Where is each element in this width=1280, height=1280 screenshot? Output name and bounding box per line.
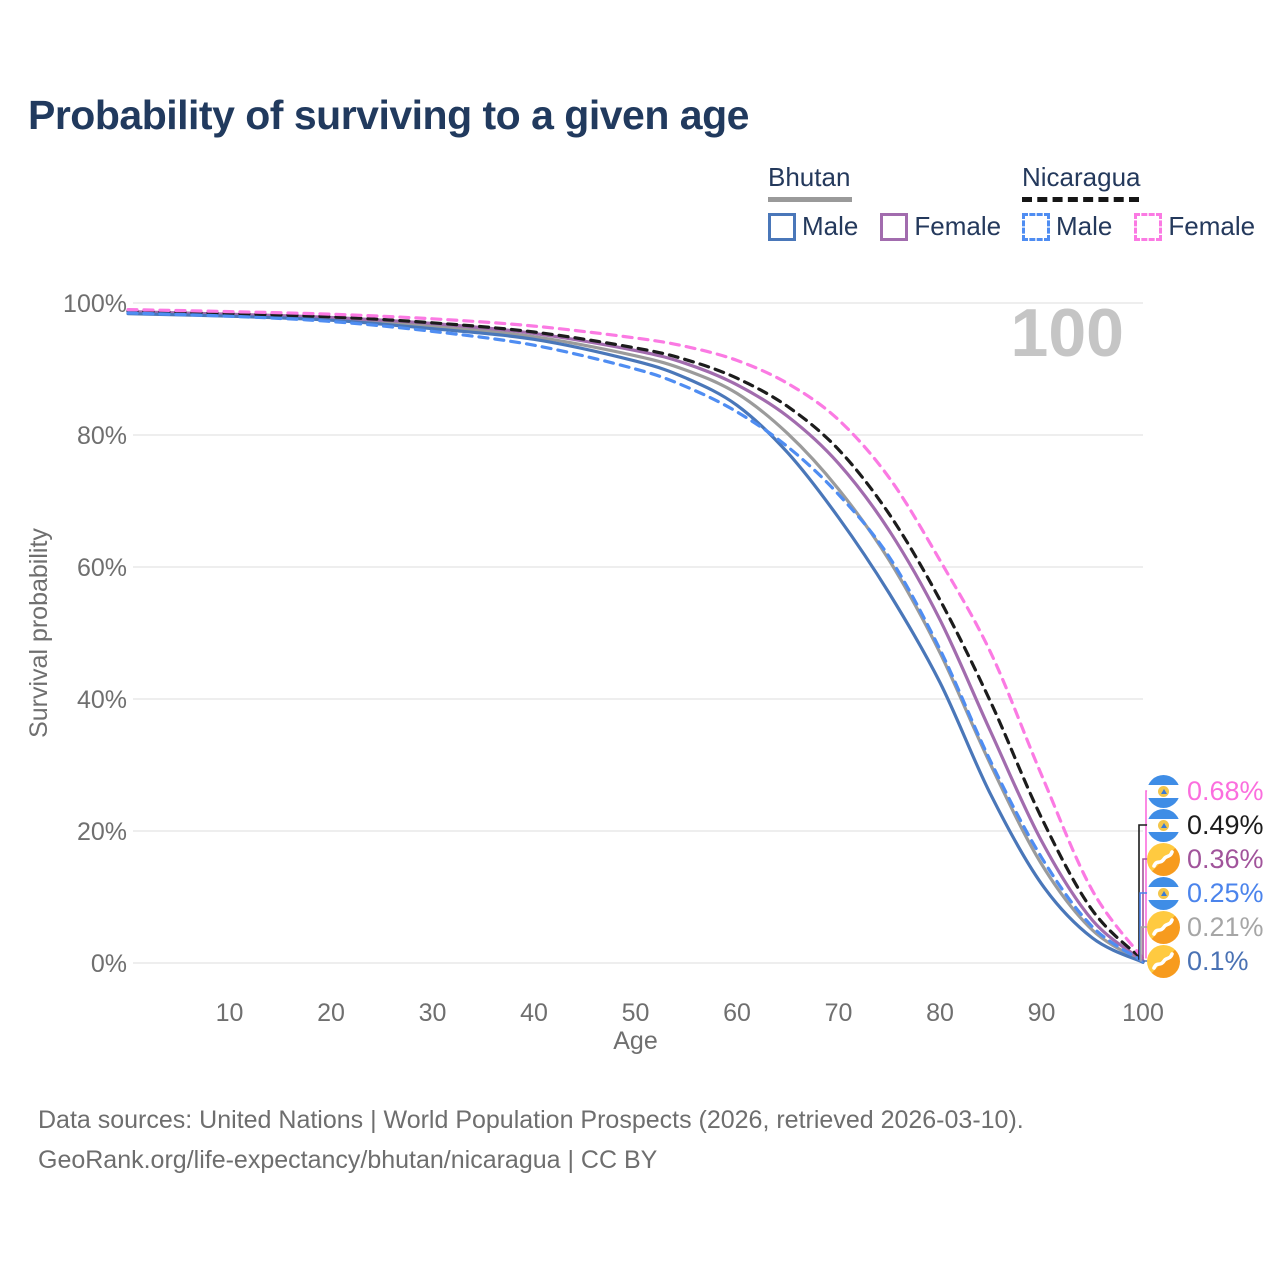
plot-watermark-100: 100 [1010,295,1124,371]
x-axis-title: Age [613,1027,657,1055]
y-axis-title: Survival probability [25,528,53,738]
legend-label-nicaragua-male: Male [1056,211,1113,241]
curve-nicaragua-male [126,311,1145,963]
end-label-connector [1140,926,1148,962]
legend-label-bhutan-female: Female [914,211,1002,241]
curve-bhutan-female [126,310,1145,963]
legend-underline-nicaragua [1022,197,1139,202]
bhutan-dragon [1152,849,1174,868]
x-tick-label: 20 [317,999,345,1027]
footer-data-sources: Data sources: United Nations | World Pop… [38,1106,1024,1134]
y-tick-label: 60% [77,554,127,582]
swatch-nicaragua-female [1134,212,1163,241]
footer-attribution: GeoRank.org/life-expectancy/bhutan/nicar… [38,1146,658,1174]
bhutan-flag-icon [1147,910,1180,944]
end-label-row: 0.1% [1147,944,1249,978]
legend-label-nicaragua-female: Female [1168,211,1256,241]
y-tick-label: 40% [77,686,127,714]
legend-group-nicaragua: Nicaragua Male Female [1022,162,1269,242]
end-label-row: 0.25% [1147,876,1264,910]
end-label-value: 0.49% [1187,809,1264,840]
bhutan-flag-icon [1147,842,1180,876]
end-label-row: 0.49% [1147,808,1264,842]
end-label-connector [1143,960,1148,963]
swatch-bhutan-female [880,212,909,241]
bhutan-flag-icon [1147,944,1180,978]
legend-underline-bhutan [768,197,852,202]
curve-nicaragua-female [126,308,1145,961]
legend-item-nicaragua-male: Male [1022,211,1112,242]
x-tick-label: 70 [825,999,853,1027]
curve-bhutan-total [126,310,1145,964]
bhutan-dragon [1152,917,1174,936]
end-label-value: 0.68% [1187,775,1264,806]
nicaragua-flag-icon [1147,774,1180,808]
y-tick-label: 20% [77,818,127,846]
y-tick-label: 0% [91,950,127,978]
curve-bhutan-male [126,312,1145,964]
end-label-row: 0.68% [1147,774,1264,808]
x-tick-label: 60 [723,999,751,1027]
nicaragua-emblem [1158,785,1169,797]
chart-title: Probability of surviving to a given age [28,92,749,138]
x-tick-label: 10 [216,999,244,1027]
legend-item-bhutan-female: Female [880,211,1001,242]
legend-item-nicaragua-female: Female [1134,211,1255,242]
end-label-value: 0.1% [1187,945,1249,976]
nicaragua-flag-icon [1147,808,1180,842]
end-label-row: 0.21% [1147,910,1264,944]
nicaragua-emblem [1158,887,1169,899]
x-tick-label: 30 [419,999,447,1027]
bhutan-dragon [1152,951,1174,970]
swatch-nicaragua-male [1022,212,1050,241]
legend-item-bhutan-male: Male [768,211,858,242]
end-label-value: 0.36% [1187,843,1264,874]
nicaragua-flag-icon [1147,876,1180,910]
curve-nicaragua-total [126,309,1145,962]
x-tick-label: 90 [1028,999,1056,1027]
y-tick-label: 80% [77,422,127,450]
legend-label-bhutan-male: Male [802,211,859,241]
legend-country-bhutan: Bhutan [768,162,851,192]
end-label-row: 0.36% [1147,842,1264,876]
end-label-connector [1139,892,1148,962]
legend-group-bhutan: Bhutan Male Female [768,162,1015,242]
x-tick-label: 100 [1122,999,1164,1027]
end-label-value: 0.25% [1187,877,1264,908]
end-label-value: 0.21% [1187,911,1264,942]
y-tick-label: 100% [63,290,127,318]
x-tick-label: 80 [926,999,954,1027]
x-tick-label: 40 [520,999,548,1027]
swatch-bhutan-male [768,212,796,241]
legend-country-nicaragua: Nicaragua [1022,162,1141,192]
nicaragua-emblem [1158,819,1169,831]
x-tick-label: 50 [622,999,650,1027]
end-label-connector [1138,824,1148,960]
